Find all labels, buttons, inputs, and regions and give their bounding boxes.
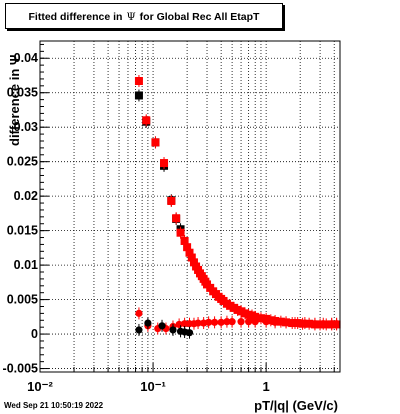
y-tick-label: -0.005	[3, 362, 38, 376]
data-point-circle	[205, 318, 213, 326]
y-tick-label: 0.02	[14, 189, 38, 203]
data-point-square	[134, 91, 143, 100]
data-point-square	[176, 228, 185, 237]
date-stamp: Wed Sep 21 10:50:19 2022	[4, 401, 104, 410]
data-point-square	[276, 317, 285, 326]
data-point-square	[180, 236, 189, 245]
chart-title-symbol: Ψ	[126, 11, 136, 23]
data-point-circle	[333, 320, 341, 328]
data-point-circle	[135, 309, 143, 317]
x-tick-label: 10⁻²	[27, 379, 53, 394]
data-point-circle	[251, 318, 259, 326]
data-point-circle	[271, 318, 279, 326]
data-point-square	[160, 159, 169, 168]
x-axis-label: pT/|q| (GeV/c)	[254, 398, 338, 413]
data-point-circle	[237, 318, 245, 326]
data-point-circle	[228, 318, 236, 326]
y-axis-label: difference in Ψ	[7, 55, 22, 146]
data-point-circle	[217, 318, 225, 326]
data-point-circle	[291, 319, 299, 327]
y-tick-label: 0.03	[14, 120, 38, 134]
data-point-square	[183, 243, 192, 252]
axis-ticks	[39, 43, 335, 372]
y-tick-label: 0.015	[7, 224, 38, 238]
y-tick-label: 0.035	[7, 86, 38, 100]
y-tick-label: 0.005	[7, 293, 38, 307]
data-point-square	[167, 196, 176, 205]
data-point-circle	[282, 318, 290, 326]
data-point-square	[134, 76, 143, 85]
data-point-square	[256, 314, 265, 323]
data-point-square	[187, 253, 196, 262]
data-point-square	[172, 214, 181, 223]
data-point-square	[266, 316, 275, 325]
data-point-circle	[144, 319, 152, 327]
data-point-circle	[301, 319, 309, 327]
data-point-circle	[311, 320, 319, 328]
plot-frame-background	[40, 41, 340, 372]
data-point-circle	[223, 318, 231, 326]
data-point-circle	[169, 326, 177, 334]
data-markers	[134, 74, 341, 339]
data-point-square	[142, 116, 151, 125]
y-tick-label: 0.01	[14, 258, 38, 272]
chart-title-suffix: for Global Rec All EtapT	[139, 11, 260, 23]
data-point-circle	[210, 318, 219, 326]
y-tick-label: 0	[31, 327, 38, 341]
data-point-circle	[245, 318, 253, 326]
plot-frame	[39, 40, 341, 373]
y-tick-label: 0.025	[7, 155, 38, 169]
data-point-square	[305, 319, 314, 328]
x-tick-label: 10⁻¹	[140, 379, 166, 394]
data-point-circle	[158, 322, 166, 330]
data-point-circle	[319, 320, 327, 328]
data-point-circle	[194, 319, 202, 327]
x-tick-label: 1	[263, 379, 270, 394]
data-point-circle	[262, 318, 270, 326]
tick-labels: 10⁻² 10⁻¹ 1 -0.005 0 0.005 0.01 0.015 0.02 0.025 0…	[3, 51, 270, 394]
data-point-circle	[135, 326, 143, 334]
chart-title-prefix: Fitted difference in	[28, 11, 123, 23]
data-point-square	[185, 248, 194, 257]
data-point-square	[189, 258, 198, 267]
y-tick-label: 0.04	[14, 51, 38, 65]
data-point-square	[151, 138, 160, 147]
data-point-circle	[185, 329, 194, 337]
